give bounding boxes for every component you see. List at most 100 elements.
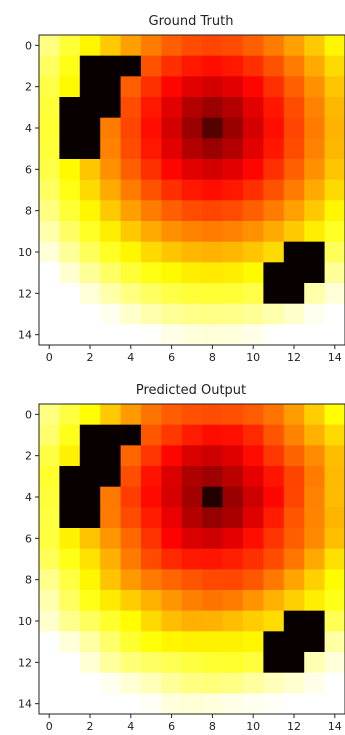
heatmap-cell [161, 324, 183, 346]
heatmap-cell [161, 590, 183, 612]
heatmap-cell [202, 117, 223, 139]
heatmap-cell [222, 569, 244, 591]
heatmap-cell [141, 241, 162, 263]
obstacle-cell [59, 117, 81, 139]
heatmap-cell [161, 507, 183, 529]
heatmap-cell [39, 590, 60, 612]
heatmap-cell [161, 138, 183, 160]
heatmap-cell [324, 404, 345, 426]
heatmap-cell [202, 404, 223, 426]
heatmap-cell [161, 262, 183, 284]
heatmap-cell [161, 76, 183, 98]
obstacle-cell [263, 631, 285, 653]
heatmap-cell [263, 159, 285, 181]
heatmap-cell [243, 324, 264, 346]
heatmap-cell [141, 693, 162, 715]
heatmap-cell [283, 179, 305, 201]
heatmap-cell [39, 283, 60, 305]
x-tick-label: 2 [87, 351, 94, 364]
heatmap-cell [283, 548, 305, 570]
heatmap-cell [79, 262, 101, 284]
y-tick-label: 6 [25, 532, 32, 545]
heatmap-cell [39, 424, 60, 446]
heatmap-cell [243, 241, 264, 263]
heatmap-cell [59, 241, 81, 263]
heatmap-cell [161, 404, 183, 426]
heatmap-cell [120, 652, 142, 674]
heatmap-cell [181, 404, 203, 426]
heatmap-cell [243, 221, 264, 243]
heatmap-cell [324, 548, 345, 570]
heatmap-cell [181, 159, 203, 181]
heatmap-cell [100, 528, 121, 550]
y-tick-label: 8 [25, 574, 32, 587]
heatmap-cell [120, 303, 142, 325]
heatmap-cell [59, 672, 81, 694]
heatmap-cell [120, 404, 142, 426]
heatmap-cell [202, 241, 223, 263]
heatmap-cell [243, 55, 264, 77]
heatmap-cell [100, 652, 121, 674]
heatmap-cell [161, 117, 183, 139]
heatmap-cell [243, 262, 264, 284]
heatmap-cell [161, 693, 183, 715]
heatmap-cell [39, 548, 60, 570]
heatmap-cell [161, 652, 183, 674]
heatmap-cell [141, 507, 162, 529]
heatmap-cell [222, 138, 244, 160]
obstacle-cell [120, 424, 142, 446]
heatmap-cell [120, 672, 142, 694]
heatmap-cell [202, 283, 223, 305]
heatmap-cell [202, 569, 223, 591]
heatmap-cell [263, 672, 285, 694]
heatmap-cell [39, 672, 60, 694]
heatmap-cell [283, 672, 305, 694]
heatmap-cell [243, 138, 264, 160]
heatmap-cell [304, 486, 325, 508]
heatmap-cell [39, 652, 60, 674]
heatmap-cell [222, 221, 244, 243]
heatmap-cell [181, 324, 203, 346]
heatmap-cell [283, 569, 305, 591]
heatmap-cell [59, 445, 81, 467]
heatmap-cell [202, 486, 223, 508]
y-tick-label: 12 [18, 656, 32, 669]
x-tick-label: 8 [209, 351, 216, 364]
heatmap-cell [263, 424, 285, 446]
heatmap-cell [100, 117, 121, 139]
obstacle-cell [100, 97, 121, 119]
obstacle-cell [79, 97, 101, 119]
heatmap-cell [120, 241, 142, 263]
heatmap-cell [263, 200, 285, 222]
heatmap-cell [243, 466, 264, 488]
heatmap-cell [243, 117, 264, 139]
x-tick-label: 4 [127, 720, 134, 733]
heatmap-cell [181, 569, 203, 591]
heatmap-cell [222, 404, 244, 426]
x-tick-label: 10 [246, 351, 260, 364]
heatmap-cell [181, 241, 203, 263]
heatmap-cell [100, 693, 121, 715]
heatmap-cell [120, 445, 142, 467]
heatmap-cell [100, 610, 121, 632]
heatmap-cell [243, 672, 264, 694]
heatmap-cell [39, 76, 60, 98]
heatmap-cell [59, 324, 81, 346]
heatmap-cell [79, 528, 101, 550]
heatmap-cell [304, 35, 325, 57]
heatmap-cell [283, 303, 305, 325]
heatmap-cell [141, 283, 162, 305]
heatmap-cell [181, 590, 203, 612]
heatmap-cell [222, 610, 244, 632]
heatmap-cell [141, 303, 162, 325]
heatmap-cell [222, 445, 244, 467]
plot-frame [38, 34, 345, 346]
heatmap-cell [79, 179, 101, 201]
heatmap-cell [324, 241, 345, 263]
heatmap-cell [100, 283, 121, 305]
heatmap-cell [243, 486, 264, 508]
heatmap-cell [79, 324, 101, 346]
heatmap-cell [79, 241, 101, 263]
heatmap-cell [202, 672, 223, 694]
